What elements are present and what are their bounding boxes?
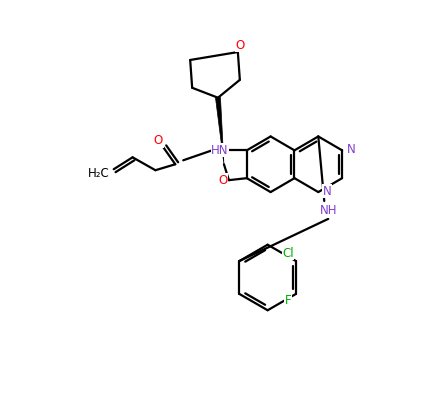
Text: N: N xyxy=(347,143,356,156)
Text: H₂C: H₂C xyxy=(88,167,110,180)
Text: O: O xyxy=(154,134,163,147)
Text: O: O xyxy=(218,174,228,187)
Text: HN: HN xyxy=(211,144,229,157)
Text: F: F xyxy=(285,294,292,307)
Text: Cl: Cl xyxy=(282,247,294,260)
Text: NH: NH xyxy=(320,205,337,217)
Text: O: O xyxy=(235,38,245,51)
Text: N: N xyxy=(323,185,332,198)
Polygon shape xyxy=(216,98,224,164)
